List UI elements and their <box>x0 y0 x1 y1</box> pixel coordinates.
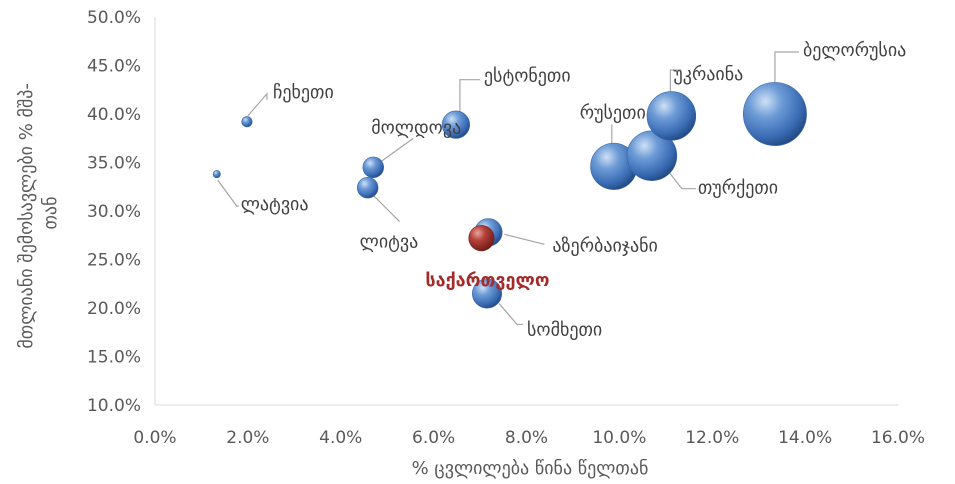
bubble-point <box>743 82 807 146</box>
y-tick-label: 25.0% <box>87 251 141 271</box>
point-label: სომხეთი <box>527 319 602 340</box>
x-tick-label: 4.0% <box>319 428 362 448</box>
x-tick-label: 6.0% <box>412 428 455 448</box>
leader-line <box>380 137 414 162</box>
x-tick-label: 12.0% <box>685 428 739 448</box>
y-tick-label: 15.0% <box>87 348 141 368</box>
y-axis-ticks: 10.0% 15.0% 20.0% 25.0% 30.0% 35.0% 40.0% 45.0%… <box>87 8 141 416</box>
bubble-point <box>212 170 221 179</box>
y-tick-label: 50.0% <box>87 8 141 28</box>
x-axis-ticks: 0.0% 2.0% 4.0% 6.0% 8.0% 10.0% 12.0% 14.0% 16.0% <box>133 428 925 448</box>
bubbles <box>212 82 807 309</box>
leader-line <box>498 303 524 326</box>
bubble-point <box>441 110 470 139</box>
x-tick-label: 14.0% <box>778 428 832 448</box>
point-label: ლიტვა <box>360 232 419 253</box>
leader-line <box>459 79 480 112</box>
leader-line <box>774 51 799 84</box>
bubble-point <box>241 116 253 128</box>
point-label: თურქეთი <box>698 178 778 199</box>
leader-line <box>504 233 545 245</box>
x-tick-label: 10.0% <box>592 428 646 448</box>
point-label: მოლდოვა <box>371 117 461 138</box>
point-label: ესტონეთი <box>484 66 571 87</box>
bubble-point <box>468 225 495 252</box>
x-tick-label: 8.0% <box>505 428 548 448</box>
leader-line <box>667 170 696 190</box>
leader-line <box>669 69 682 92</box>
bubble-point <box>356 177 379 199</box>
x-tick-label: 0.0% <box>133 428 176 448</box>
point-label: ჩეხეთი <box>273 82 334 103</box>
y-tick-label: 30.0% <box>87 202 141 222</box>
y-axis-title: მთლიანი შემოსავლები % მშპ- თან <box>16 77 61 348</box>
point-label: აზერბაიჯანი <box>552 235 657 256</box>
x-tick-label: 16.0% <box>871 428 925 448</box>
y-tick-label: 45.0% <box>87 57 141 77</box>
label-leader-lines <box>217 51 799 326</box>
point-label: უკრაინა <box>673 64 743 85</box>
bubble-point <box>646 91 697 141</box>
y-tick-label: 35.0% <box>87 154 141 174</box>
point-labels: ჩეხეთი ლატვია მოლდოვა ლიტვა ესტონეთი აზერბაიჯ… <box>241 40 907 340</box>
leader-line <box>217 179 239 207</box>
point-label: საქართველო <box>425 270 549 291</box>
y-tick-label: 10.0% <box>87 396 141 416</box>
bubble-point <box>362 156 384 179</box>
leader-line <box>247 92 268 117</box>
bubble-point <box>472 278 503 309</box>
point-label: ბელორუსია <box>803 40 906 61</box>
y-tick-label: 40.0% <box>87 105 141 125</box>
x-tick-label: 2.0% <box>226 428 269 448</box>
x-axis-title: % ცვლილება წინა წელთან <box>412 458 649 479</box>
y-tick-label: 20.0% <box>87 299 141 319</box>
point-label: რუსეთი <box>580 102 646 123</box>
point-label: ლატვია <box>241 194 309 215</box>
leader-line <box>373 195 401 223</box>
